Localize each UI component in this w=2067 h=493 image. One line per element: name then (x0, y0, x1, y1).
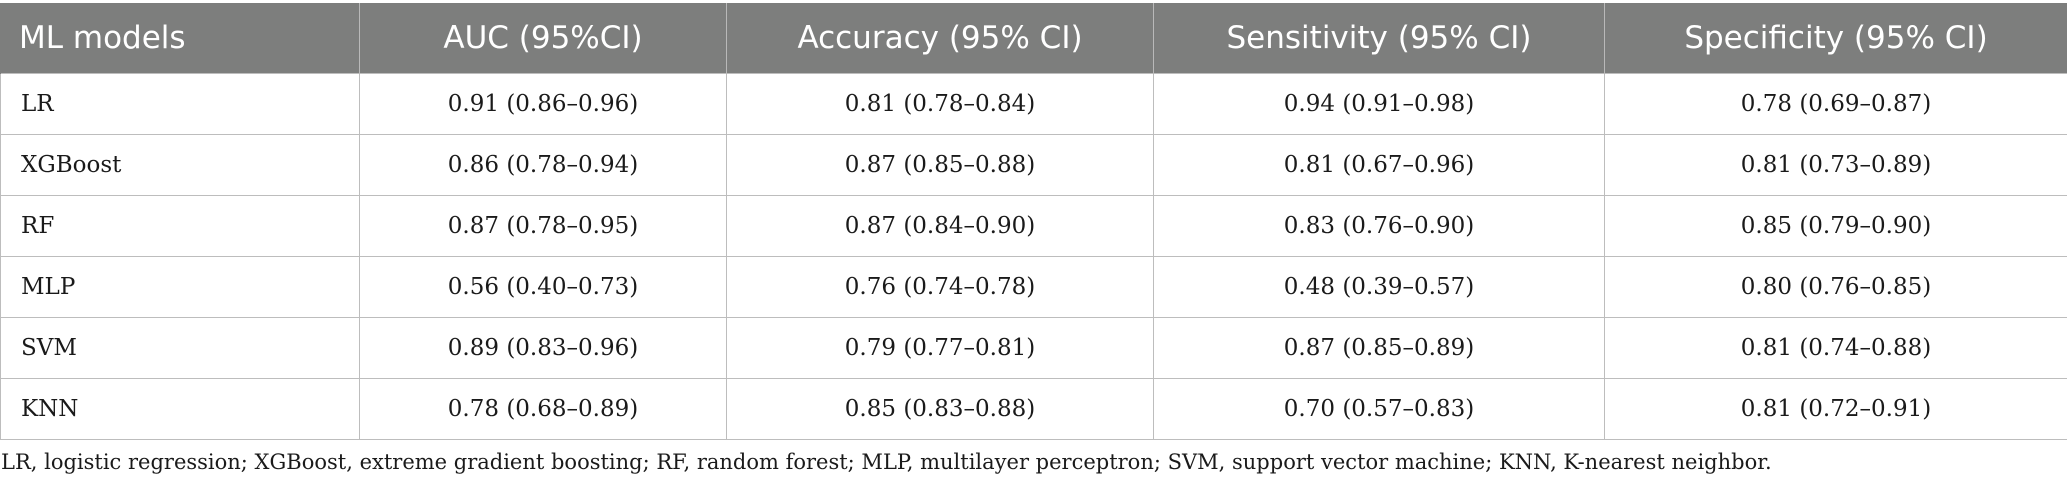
accuracy-cell: 0.87 (0.84–0.90) (726, 195, 1154, 257)
table-body: LR 0.91 (0.86–0.96) 0.81 (0.78–0.84) 0.9… (0, 73, 2067, 440)
model-name-cell: KNN (0, 378, 360, 440)
model-name-cell: LR (0, 73, 360, 135)
column-header-sensitivity: Sensitivity (95% CI) (1153, 3, 1605, 74)
table-row: KNN 0.78 (0.68–0.89) 0.85 (0.83–0.88) 0.… (0, 378, 2067, 440)
auc-cell: 0.91 (0.86–0.96) (359, 73, 727, 135)
model-name-cell: SVM (0, 317, 360, 379)
accuracy-cell: 0.87 (0.85–0.88) (726, 134, 1154, 196)
accuracy-cell: 0.76 (0.74–0.78) (726, 256, 1154, 318)
model-performance-table: ML models AUC (95%CI) Accuracy (95% CI) … (0, 3, 2067, 440)
accuracy-cell: 0.81 (0.78–0.84) (726, 73, 1154, 135)
model-name-cell: XGBoost (0, 134, 360, 196)
model-name-cell: RF (0, 195, 360, 257)
column-header-ml-models: ML models (0, 3, 360, 74)
table-footnote: LR, logistic regression; XGBoost, extrem… (1, 450, 1772, 474)
auc-cell: 0.56 (0.40–0.73) (359, 256, 727, 318)
column-header-accuracy: Accuracy (95% CI) (726, 3, 1154, 74)
header-row: ML models AUC (95%CI) Accuracy (95% CI) … (0, 3, 2067, 74)
sensitivity-cell: 0.87 (0.85–0.89) (1153, 317, 1605, 379)
table-row: SVM 0.89 (0.83–0.96) 0.79 (0.77–0.81) 0.… (0, 317, 2067, 379)
sensitivity-cell: 0.81 (0.67–0.96) (1153, 134, 1605, 196)
specificity-cell: 0.81 (0.73–0.89) (1604, 134, 2067, 196)
table-header: ML models AUC (95%CI) Accuracy (95% CI) … (0, 3, 2067, 74)
sensitivity-cell: 0.70 (0.57–0.83) (1153, 378, 1605, 440)
specificity-cell: 0.81 (0.74–0.88) (1604, 317, 2067, 379)
sensitivity-cell: 0.83 (0.76–0.90) (1153, 195, 1605, 257)
auc-cell: 0.86 (0.78–0.94) (359, 134, 727, 196)
table-row: RF 0.87 (0.78–0.95) 0.87 (0.84–0.90) 0.8… (0, 195, 2067, 257)
accuracy-cell: 0.79 (0.77–0.81) (726, 317, 1154, 379)
table-row: MLP 0.56 (0.40–0.73) 0.76 (0.74–0.78) 0.… (0, 256, 2067, 318)
auc-cell: 0.87 (0.78–0.95) (359, 195, 727, 257)
accuracy-cell: 0.85 (0.83–0.88) (726, 378, 1154, 440)
column-header-auc: AUC (95%CI) (359, 3, 727, 74)
specificity-cell: 0.80 (0.76–0.85) (1604, 256, 2067, 318)
sensitivity-cell: 0.94 (0.91–0.98) (1153, 73, 1605, 135)
column-header-specificity: Specificity (95% CI) (1604, 3, 2067, 74)
specificity-cell: 0.81 (0.72–0.91) (1604, 378, 2067, 440)
table-row: XGBoost 0.86 (0.78–0.94) 0.87 (0.85–0.88… (0, 134, 2067, 196)
specificity-cell: 0.78 (0.69–0.87) (1604, 73, 2067, 135)
sensitivity-cell: 0.48 (0.39–0.57) (1153, 256, 1605, 318)
model-name-cell: MLP (0, 256, 360, 318)
auc-cell: 0.89 (0.83–0.96) (359, 317, 727, 379)
auc-cell: 0.78 (0.68–0.89) (359, 378, 727, 440)
specificity-cell: 0.85 (0.79–0.90) (1604, 195, 2067, 257)
table-row: LR 0.91 (0.86–0.96) 0.81 (0.78–0.84) 0.9… (0, 73, 2067, 135)
